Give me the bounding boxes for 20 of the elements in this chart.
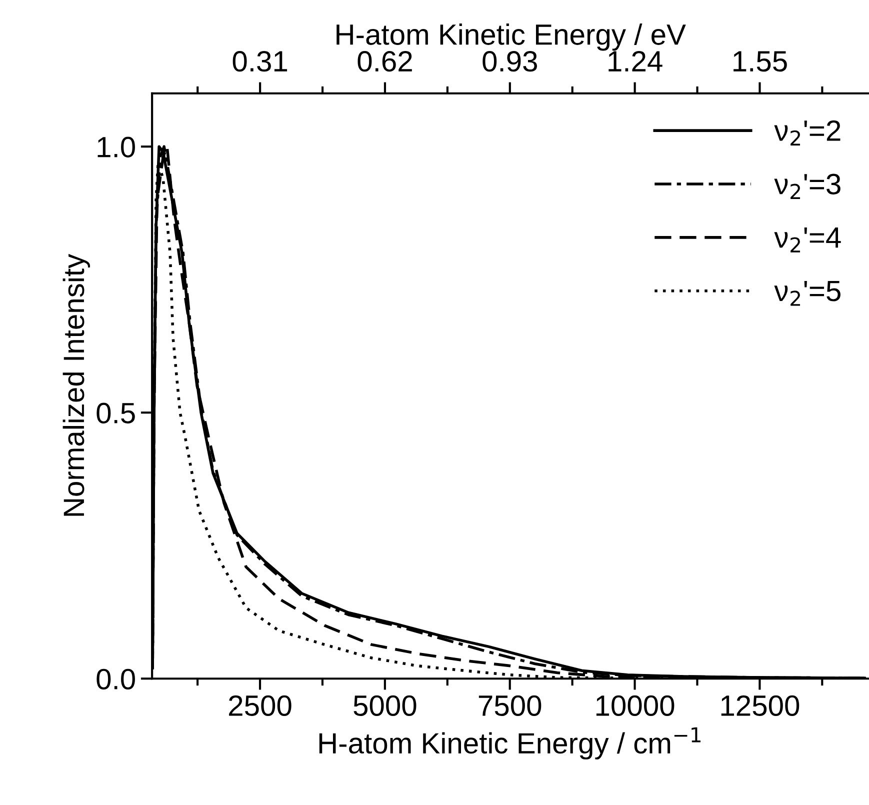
x-tick-label: 5000 bbox=[354, 695, 416, 716]
x-tick-label: 7500 bbox=[478, 695, 542, 716]
y-tick-label: 1.0 bbox=[98, 136, 135, 158]
x2-axis-title: H-atom Kinetic Energy / eV bbox=[336, 24, 686, 51]
x-axis-title: H-atom Kinetic Energy / cm$^{−1}$ bbox=[319, 727, 700, 760]
legend-label: ν$_{2}$'=2 bbox=[774, 120, 840, 146]
x-tick-label: 10000 bbox=[596, 695, 674, 716]
x-tick-label: 12500 bbox=[721, 695, 800, 716]
x2-tick-label: 1.24 bbox=[608, 50, 662, 72]
legend-label: ν$_{2}$'=5 bbox=[774, 280, 840, 306]
legend-label: ν$_{2}$'=4 bbox=[774, 228, 841, 252]
y-tick-label: 0.0 bbox=[96, 668, 135, 690]
y-axis-title: Normalized Intensity bbox=[62, 254, 90, 516]
x-tick-label: 2500 bbox=[229, 695, 292, 716]
x2-tick-label: 0.62 bbox=[358, 50, 412, 72]
y-tick-label: 0.5 bbox=[96, 402, 135, 424]
legend-label: ν$_{2}$'=3 bbox=[774, 174, 840, 199]
x2-tick-label: 1.55 bbox=[734, 51, 787, 72]
x2-tick-label: 0.93 bbox=[482, 50, 538, 72]
x2-tick-label: 0.31 bbox=[232, 50, 288, 72]
